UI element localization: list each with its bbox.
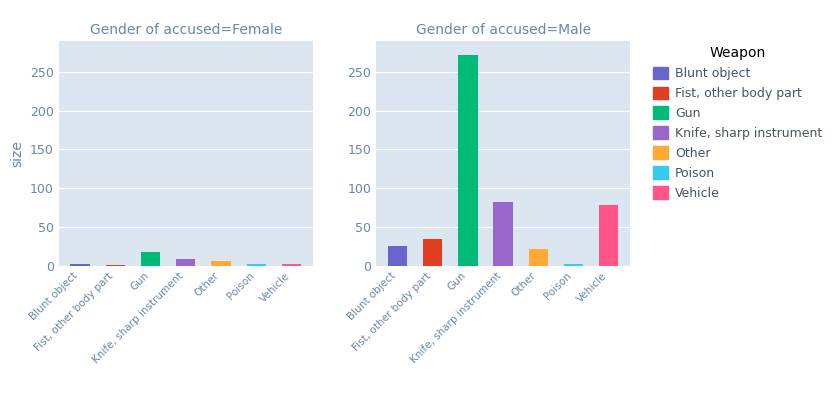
Bar xyxy=(528,249,548,266)
Bar xyxy=(246,264,266,266)
Bar xyxy=(599,205,618,266)
Bar xyxy=(423,239,443,266)
Bar xyxy=(458,55,477,266)
Bar xyxy=(493,202,512,266)
Bar xyxy=(71,264,90,266)
Bar xyxy=(176,259,196,266)
Bar xyxy=(564,263,583,266)
Title: Gender of accused=Female: Gender of accused=Female xyxy=(90,23,282,37)
Bar xyxy=(388,247,407,266)
Bar xyxy=(281,264,301,266)
Legend: Blunt object, Fist, other body part, Gun, Knife, sharp instrument, Other, Poison: Blunt object, Fist, other body part, Gun… xyxy=(649,43,827,203)
Title: Gender of accused=Male: Gender of accused=Male xyxy=(416,23,591,37)
Bar xyxy=(141,252,160,266)
Y-axis label: size: size xyxy=(11,140,24,167)
Bar xyxy=(106,265,125,266)
Bar xyxy=(212,261,231,266)
